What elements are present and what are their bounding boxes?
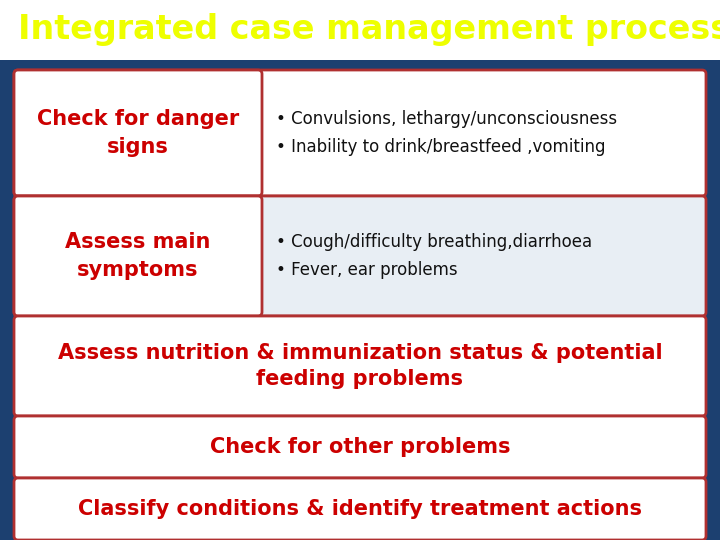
Text: Assess nutrition & immunization status & potential
feeding problems: Assess nutrition & immunization status &… (58, 343, 662, 389)
Text: Integrated case management process: Integrated case management process (18, 14, 720, 46)
FancyBboxPatch shape (14, 316, 706, 416)
FancyBboxPatch shape (14, 70, 262, 196)
Text: • Cough/difficulty breathing,diarrhoea
• Fever, ear problems: • Cough/difficulty breathing,diarrhoea •… (276, 233, 592, 279)
Text: Assess main
symptoms: Assess main symptoms (66, 232, 211, 280)
Text: • Convulsions, lethargy/unconsciousness
• Inability to drink/breastfeed ,vomitin: • Convulsions, lethargy/unconsciousness … (276, 110, 617, 156)
FancyBboxPatch shape (14, 416, 706, 478)
FancyBboxPatch shape (14, 196, 262, 316)
FancyBboxPatch shape (14, 70, 706, 196)
Text: Classify conditions & identify treatment actions: Classify conditions & identify treatment… (78, 499, 642, 519)
FancyBboxPatch shape (14, 196, 706, 316)
FancyBboxPatch shape (14, 478, 706, 540)
FancyBboxPatch shape (0, 0, 720, 60)
Text: Check for danger
signs: Check for danger signs (37, 109, 239, 157)
Text: Check for other problems: Check for other problems (210, 437, 510, 457)
